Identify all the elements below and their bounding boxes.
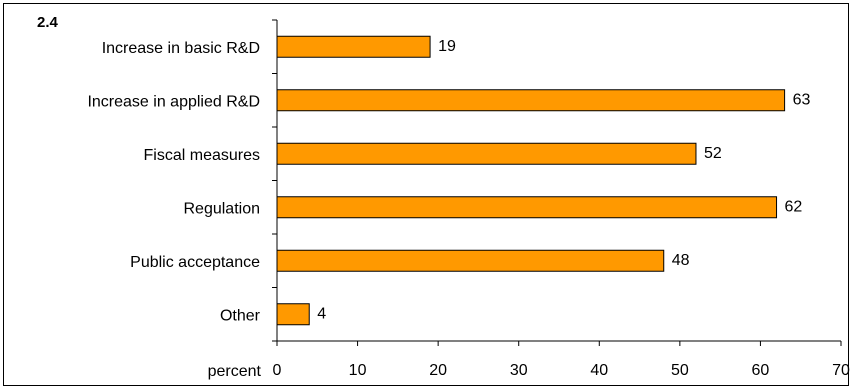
data-label: 48 <box>672 252 690 269</box>
x-axis-title: percent <box>208 363 262 380</box>
bar <box>276 249 665 272</box>
x-tick-label: 70 <box>832 362 850 379</box>
bar <box>276 89 786 112</box>
category-label: Increase in basic R&D <box>102 40 260 57</box>
data-label: 62 <box>785 198 803 215</box>
data-label: 19 <box>438 38 456 55</box>
bar <box>276 303 310 326</box>
data-label: 4 <box>317 305 326 322</box>
x-tick-label: 40 <box>590 362 608 379</box>
x-tick-label: 60 <box>752 362 770 379</box>
figure-label: 2.4 <box>37 14 58 31</box>
x-tick-label: 20 <box>429 362 447 379</box>
x-tick-label: 10 <box>349 362 367 379</box>
category-label: Regulation <box>184 200 261 217</box>
x-tick-label: 30 <box>510 362 528 379</box>
category-label: Fiscal measures <box>144 147 260 164</box>
x-tick-label: 50 <box>671 362 689 379</box>
category-label: Other <box>220 307 261 324</box>
category-label: Public acceptance <box>130 254 260 271</box>
x-tick-label: 0 <box>273 362 282 379</box>
data-label: 52 <box>704 145 722 162</box>
bar <box>276 142 697 165</box>
category-label: Increase in applied R&D <box>87 93 260 110</box>
chart-frame <box>3 3 849 386</box>
bar <box>276 196 778 219</box>
data-label: 63 <box>793 91 811 108</box>
bar <box>276 35 431 58</box>
